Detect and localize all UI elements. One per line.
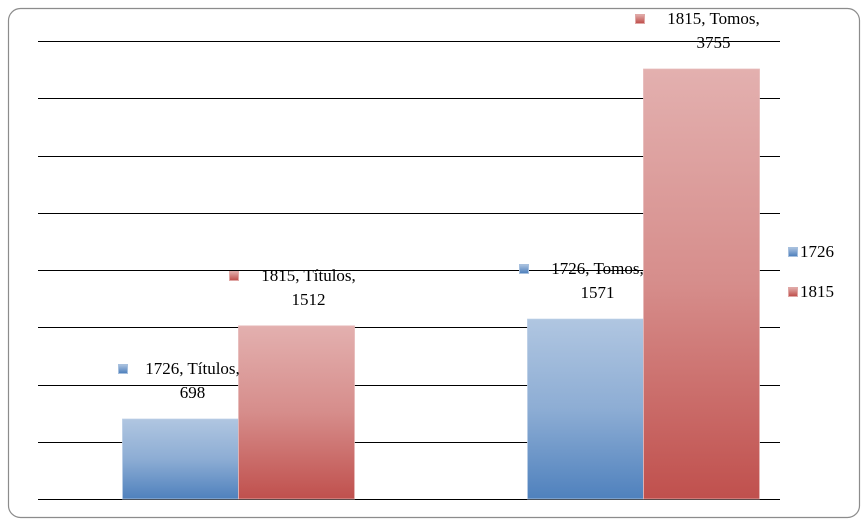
label-icon	[229, 270, 239, 281]
legend-label: 1815	[800, 282, 834, 301]
data-label: 1726, Títulos, 698	[145, 359, 240, 403]
legend-label: 1726	[800, 242, 834, 261]
bar	[643, 68, 760, 500]
bar	[527, 318, 644, 500]
bar	[122, 418, 239, 500]
legend-swatch	[788, 247, 798, 257]
data-label: 1726, Tomos, 1571	[551, 259, 644, 303]
data-label: 1815, Títulos, 1512	[261, 265, 356, 309]
bar	[238, 325, 355, 500]
label-icon	[519, 264, 529, 275]
data-label: 1815, Tomos, 3755	[667, 9, 760, 53]
label-icon	[117, 364, 128, 375]
label-icon	[635, 14, 645, 25]
legend-swatch	[788, 287, 798, 297]
